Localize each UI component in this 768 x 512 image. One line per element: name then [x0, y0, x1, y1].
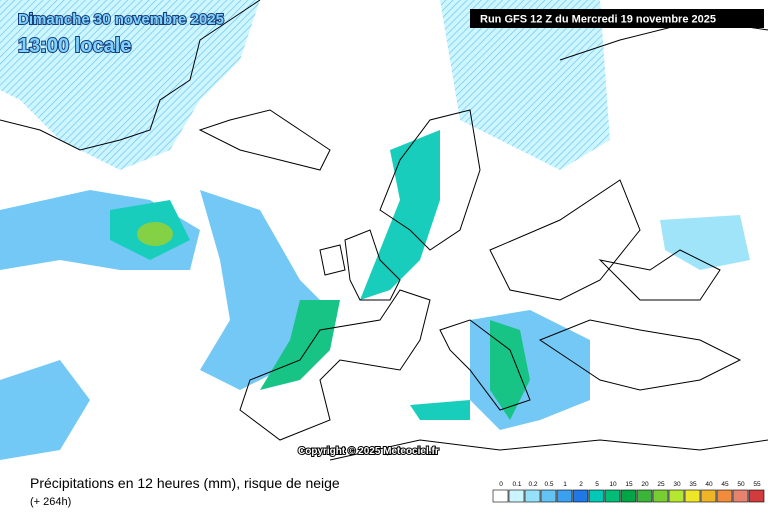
legend-label: 40 [705, 481, 713, 488]
legend-label: 35 [689, 481, 697, 488]
run-info: Run GFS 12 Z du Mercredi 19 novembre 202… [480, 14, 716, 26]
legend-swatch [732, 489, 749, 503]
legend-swatch [556, 489, 573, 503]
legend-swatch [716, 489, 733, 503]
copyright: Copyright © 2025 Meteociel.fr [298, 446, 439, 457]
legend-swatch [508, 489, 525, 503]
legend: 0 0.1 0.2 0.5 1 2 5 10 15 20 25 30 35 40 45 50 55 [492, 481, 765, 503]
legend-swatch [620, 489, 637, 503]
legend-swatch [540, 489, 557, 503]
legend-label: 55 [753, 481, 761, 488]
legend-swatch [604, 489, 621, 503]
run-box [470, 9, 764, 28]
legend-label: 25 [657, 481, 665, 488]
footer-title: Précipitations en 12 heures (mm), risque… [30, 475, 340, 491]
legend-label: 15 [625, 481, 633, 488]
legend-swatch [700, 489, 717, 503]
legend-swatch [684, 489, 701, 503]
forecast-date: Dimanche 30 novembre 2025 [18, 11, 224, 28]
footer-lead: (+ 264h) [30, 496, 71, 508]
legend-label: 0.5 [544, 481, 553, 488]
precip-areas [0, 0, 750, 460]
legend-swatch [652, 489, 669, 503]
legend-swatch [636, 489, 653, 503]
legend-label: 30 [673, 481, 681, 488]
legend-label: 0 [499, 481, 503, 488]
legend-label: 45 [721, 481, 729, 488]
legend-label: 20 [641, 481, 649, 488]
forecast-time: 13:00 locale [18, 35, 131, 57]
legend-label: 0.2 [528, 481, 537, 488]
legend-swatch [524, 489, 541, 503]
legend-swatch [588, 489, 605, 503]
legend-label: 2 [579, 481, 583, 488]
legend-label: 5 [595, 481, 599, 488]
legend-label: 10 [609, 481, 617, 488]
legend-swatch [572, 489, 589, 503]
legend-swatch [492, 489, 509, 503]
map [0, 0, 768, 461]
legend-swatch [748, 489, 765, 503]
legend-label: 1 [563, 481, 567, 488]
legend-swatch [668, 489, 685, 503]
coastlines [0, 0, 768, 461]
legend-label: 50 [737, 481, 745, 488]
legend-label: 0.1 [512, 481, 521, 488]
